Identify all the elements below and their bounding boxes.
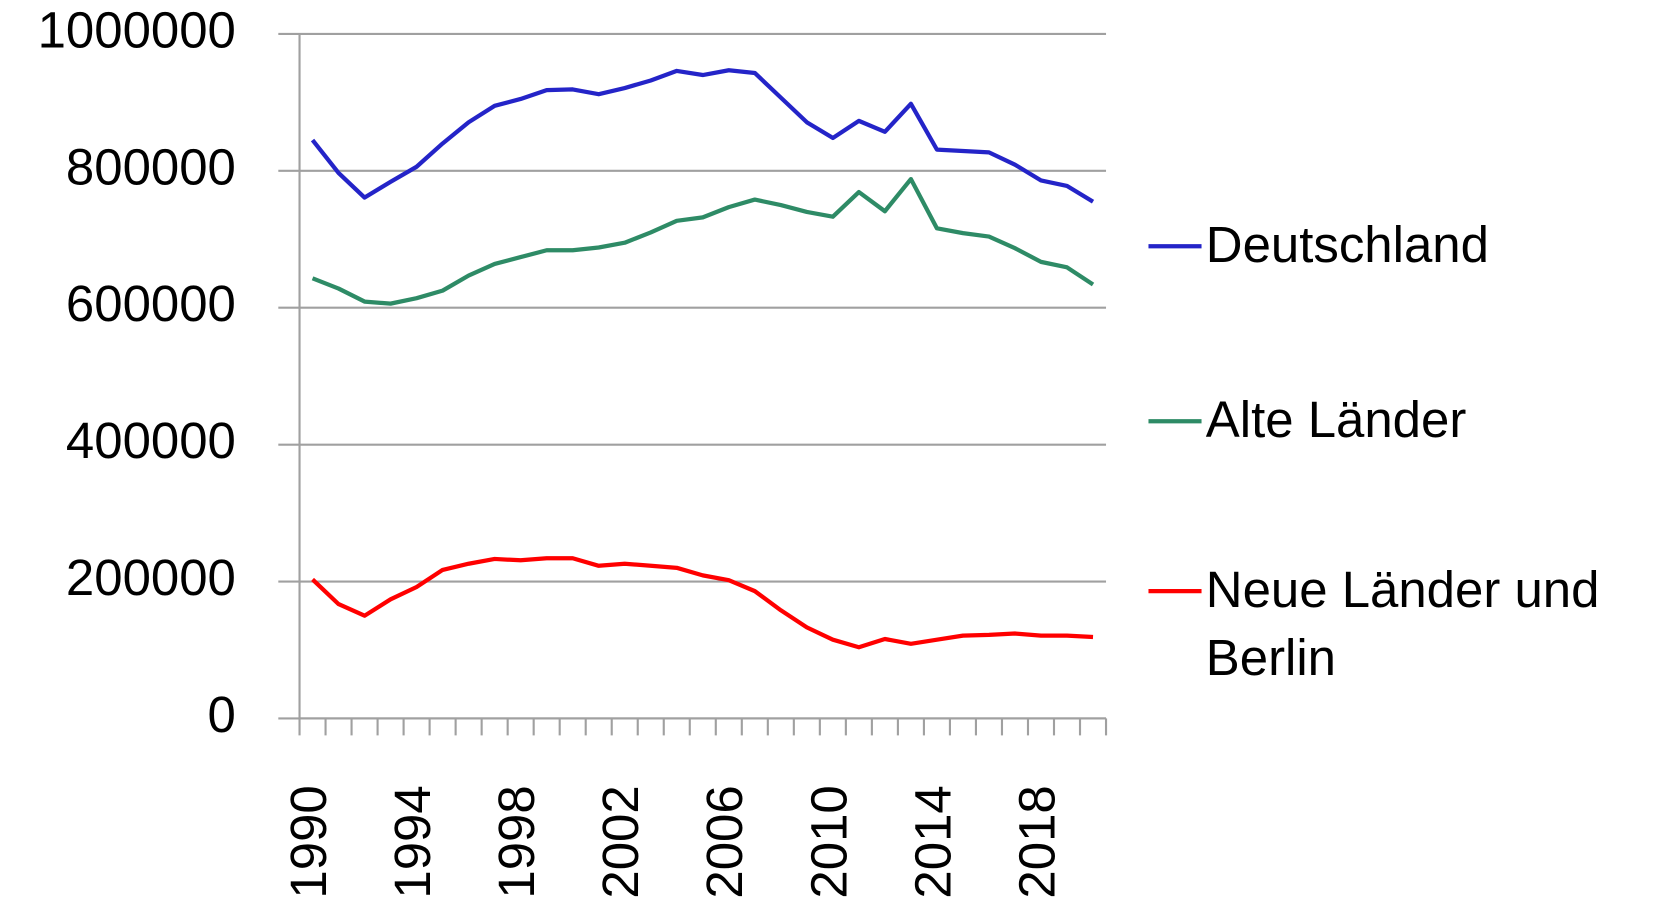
legend-label: Deutschland	[1205, 217, 1489, 274]
x-tick-label: 1994	[384, 785, 441, 898]
x-tick-label: 2010	[800, 785, 857, 898]
x-tick-label: 2006	[696, 785, 753, 898]
y-tick-label: 400000	[66, 412, 236, 469]
x-tick-label: 2014	[904, 785, 961, 898]
x-tick-label: 2018	[1008, 785, 1065, 898]
legend-entry: Neue Länder und Berlin	[1205, 562, 1600, 687]
x-tick-label: 2002	[592, 785, 649, 898]
y-tick-label: 600000	[66, 275, 236, 332]
line	[311, 176, 1095, 306]
x-tick-label: 1998	[488, 785, 545, 898]
legend-entry: Alte Länder	[1205, 392, 1467, 449]
y-tick-label: 0	[208, 686, 236, 743]
legend-label: Alte Länder	[1205, 392, 1467, 449]
legend-entry: Deutschland	[1205, 217, 1489, 274]
y-tick-label: 200000	[66, 549, 236, 606]
x-tick-label: 1990	[280, 785, 337, 898]
y-tick-label: 1000000	[38, 1, 236, 58]
line	[311, 556, 1094, 650]
y-tick-label: 800000	[66, 138, 236, 195]
legend-label: Neue Länder und Berlin	[1205, 562, 1600, 687]
line	[310, 68, 1095, 204]
